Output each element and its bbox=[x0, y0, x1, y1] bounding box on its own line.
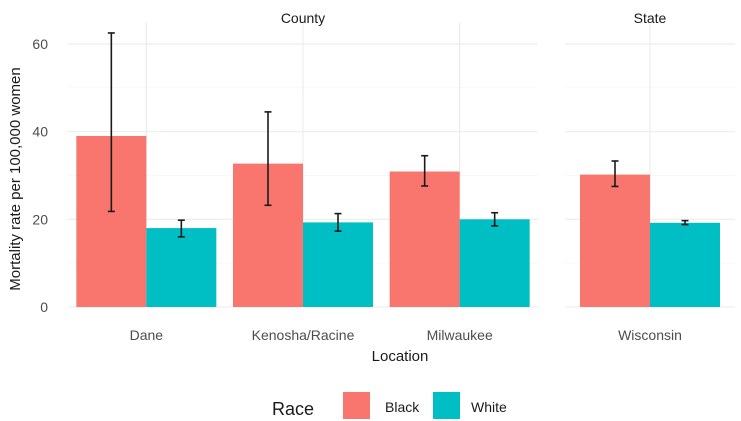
legend-items: Black White bbox=[343, 392, 507, 419]
legend-key-white bbox=[433, 392, 460, 419]
error-layer bbox=[107, 32, 689, 238]
legend-label: Black bbox=[385, 399, 420, 415]
x-tick-label: Wisconsin bbox=[618, 327, 682, 343]
x-tick-label: Milwaukee bbox=[427, 327, 493, 343]
error-bar bbox=[177, 219, 185, 238]
error-bar bbox=[334, 212, 342, 232]
legend-label: White bbox=[471, 399, 507, 415]
bar-black bbox=[580, 174, 650, 307]
error-bar bbox=[264, 111, 272, 207]
bar-white bbox=[146, 228, 217, 307]
x-tick-label: Dane bbox=[130, 327, 164, 343]
error-bar bbox=[107, 32, 115, 213]
bar-layer bbox=[76, 136, 720, 307]
facet-label: State bbox=[634, 10, 667, 26]
legend-key-black bbox=[343, 392, 370, 419]
x-tick-label: Kenosha/Racine bbox=[252, 327, 355, 343]
y-tick-label: 20 bbox=[32, 211, 48, 227]
error-bar bbox=[491, 211, 499, 227]
legend: Race Black White bbox=[272, 392, 507, 419]
facet-labels: County State bbox=[281, 10, 667, 26]
facet-label: County bbox=[281, 10, 325, 26]
y-tick-label: 60 bbox=[32, 36, 48, 52]
bar-black bbox=[389, 171, 460, 307]
y-tick-label: 0 bbox=[40, 299, 48, 315]
y-tick-label: 40 bbox=[32, 124, 48, 140]
y-tick-labels: 0 20 40 60 bbox=[32, 36, 48, 315]
bar-white bbox=[650, 222, 720, 307]
legend-title: Race bbox=[272, 399, 314, 419]
bar-white bbox=[459, 219, 530, 307]
y-axis-title: Mortality rate per 100,000 women bbox=[7, 67, 24, 290]
error-bar bbox=[681, 219, 689, 226]
x-tick-labels: Dane Kenosha/Racine Milwaukee Wisconsin bbox=[130, 327, 682, 343]
error-bar bbox=[421, 154, 429, 187]
error-bar bbox=[611, 160, 619, 188]
x-axis-title: Location bbox=[372, 348, 429, 365]
bar-white bbox=[303, 222, 373, 307]
